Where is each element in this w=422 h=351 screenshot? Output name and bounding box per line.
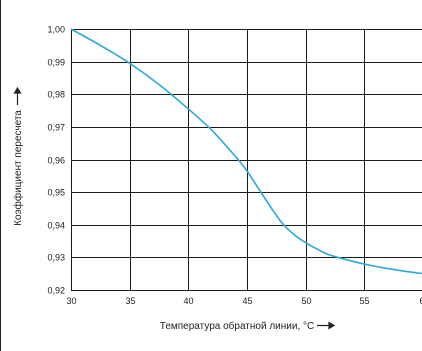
x-tick-label: 55 bbox=[359, 296, 369, 306]
y-tick-label: 0,93 bbox=[47, 253, 65, 263]
x-axis-label: Температура обратной линии, °C bbox=[160, 320, 314, 332]
x-tick-label: 50 bbox=[301, 296, 311, 306]
y-tick-label: 0,97 bbox=[47, 123, 65, 133]
series-layer bbox=[70, 28, 422, 275]
grid-layer bbox=[71, 29, 422, 291]
x-tick-label: 40 bbox=[183, 296, 193, 306]
y-tick-label: 0,94 bbox=[47, 221, 65, 231]
y-axis-arrow-icon bbox=[13, 86, 22, 105]
y-tick-label: 0,92 bbox=[47, 286, 65, 296]
x-tick-label: 45 bbox=[242, 296, 252, 306]
y-axis-label: Коэффициент пересчета bbox=[12, 110, 24, 226]
y-tick-label: 0,99 bbox=[47, 58, 65, 68]
y-tick-label: 0,98 bbox=[47, 90, 65, 100]
y-tick-label: 1,00 bbox=[47, 25, 65, 35]
y-tick-label: 0,96 bbox=[47, 156, 65, 166]
x-axis-arrow-icon bbox=[317, 321, 336, 330]
tick-layer: 30 35 40 45 50 55 60 0,92 0,93 0,94 0,95 0,96 0,97 0,… bbox=[47, 25, 422, 307]
x-tick-label: 35 bbox=[125, 296, 135, 306]
series-line bbox=[70, 28, 422, 275]
x-tick-label: 30 bbox=[66, 296, 76, 306]
y-tick-label: 0,95 bbox=[47, 188, 65, 198]
x-tick-label: 60 bbox=[420, 296, 422, 306]
